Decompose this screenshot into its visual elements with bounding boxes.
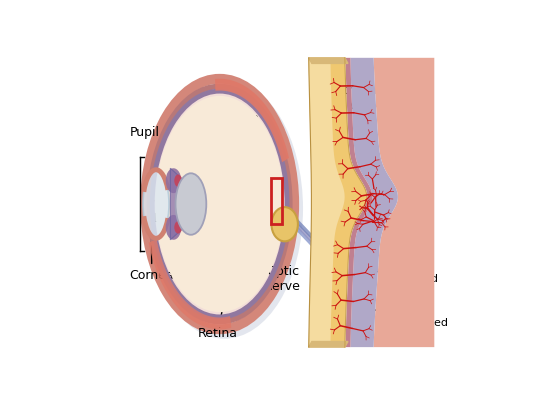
Ellipse shape [145, 79, 294, 329]
Text: Macula: Macula [169, 188, 265, 203]
Ellipse shape [143, 170, 169, 238]
Text: Pupil: Pupil [129, 126, 160, 139]
Text: Cornea: Cornea [129, 196, 174, 282]
Polygon shape [309, 58, 367, 347]
Polygon shape [148, 239, 232, 329]
Text: Lens: Lens [153, 177, 190, 225]
Text: Macula: Macula [321, 196, 365, 209]
Ellipse shape [272, 207, 298, 241]
Polygon shape [309, 58, 348, 63]
Text: Choroid: Choroid [370, 269, 438, 284]
Text: Sclera: Sclera [394, 240, 428, 249]
Text: Growth of new
blood vessels: Growth of new blood vessels [313, 84, 399, 161]
Polygon shape [309, 341, 348, 347]
Text: Optic
nerve: Optic nerve [265, 265, 300, 293]
Bar [271, 178, 282, 224]
Polygon shape [350, 58, 398, 347]
Ellipse shape [166, 168, 182, 193]
Text: Retina: Retina [198, 116, 258, 340]
Ellipse shape [155, 96, 284, 312]
Polygon shape [170, 168, 188, 240]
Ellipse shape [175, 173, 206, 235]
Polygon shape [215, 79, 289, 162]
Polygon shape [345, 58, 372, 347]
Polygon shape [309, 58, 345, 347]
Ellipse shape [166, 215, 182, 240]
Ellipse shape [174, 221, 182, 234]
Text: Pigmented
layer: Pigmented layer [356, 302, 449, 339]
Polygon shape [373, 58, 435, 347]
Ellipse shape [146, 79, 303, 339]
Ellipse shape [174, 175, 182, 187]
